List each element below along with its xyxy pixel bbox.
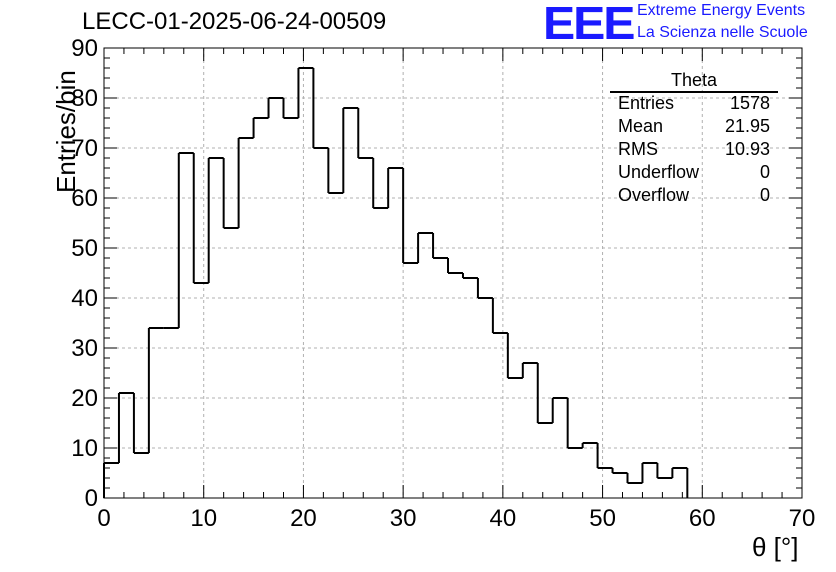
x-tick-label: 0 (97, 505, 110, 532)
y-tick-label: 40 (71, 285, 98, 312)
y-tick-label: 80 (71, 85, 98, 112)
stats-value: 0 (759, 185, 770, 205)
x-axis-label: θ [°] (752, 532, 799, 562)
stats-row-mean: Mean 21.95 (618, 116, 770, 138)
stats-value: 21.95 (724, 116, 770, 136)
y-tick-label: 20 (71, 385, 98, 412)
brand-tagline-2: La Scienza nelle Scuole (637, 24, 808, 41)
stats-key: Entries (618, 93, 675, 113)
stats-key: Overflow (618, 185, 690, 205)
y-tick-label: 50 (71, 235, 98, 262)
stats-value: 0 (759, 162, 770, 182)
y-axis-label: Entries/bin (51, 70, 81, 193)
stats-separator (610, 91, 778, 93)
y-tick-label: 0 (85, 485, 98, 512)
x-tick-label: 60 (689, 505, 716, 532)
x-tick-labels: 0 10 20 30 40 50 60 70 (97, 505, 815, 532)
y-tick-label: 90 (71, 35, 98, 62)
x-tick-label: 70 (789, 505, 816, 532)
y-tick-label: 60 (71, 185, 98, 212)
y-tick-label: 10 (71, 435, 98, 462)
axis-ticks (103, 47, 803, 499)
y-tick-labels: 0 10 20 30 40 50 60 70 80 90 (71, 35, 98, 512)
histogram-series (103, 67, 689, 498)
chart-title: LECC-01-2025-06-24-00509 (82, 8, 387, 35)
plot-frame (103, 47, 803, 499)
x-tick-label: 50 (589, 505, 616, 532)
stats-value: 1578 (729, 93, 770, 113)
y-tick-label: 30 (71, 335, 98, 362)
grid-lines (104, 48, 802, 498)
x-tick-label: 10 (190, 505, 217, 532)
eee-logo: EEE (543, 0, 635, 49)
x-tick-label: 40 (490, 505, 517, 532)
stats-key: RMS (618, 139, 658, 159)
stats-value: 10.93 (724, 139, 770, 159)
stats-box: Theta Entries 1578 Mean 21.95 RMS 10.93 … (610, 70, 778, 205)
brand-tagline-1: Extreme Energy Events (637, 2, 806, 19)
stats-row-rms: RMS 10.93 (618, 139, 770, 161)
stats-row-underflow: Underflow 0 (618, 162, 770, 184)
x-tick-label: 20 (290, 505, 317, 532)
y-tick-label: 70 (71, 135, 98, 162)
stats-key: Mean (618, 116, 664, 136)
stats-key: Underflow (618, 162, 700, 182)
stats-row-entries: Entries 1578 (618, 93, 770, 115)
stats-title: Theta (670, 70, 718, 90)
stats-row-overflow: Overflow 0 (618, 185, 770, 207)
x-tick-label: 30 (390, 505, 417, 532)
